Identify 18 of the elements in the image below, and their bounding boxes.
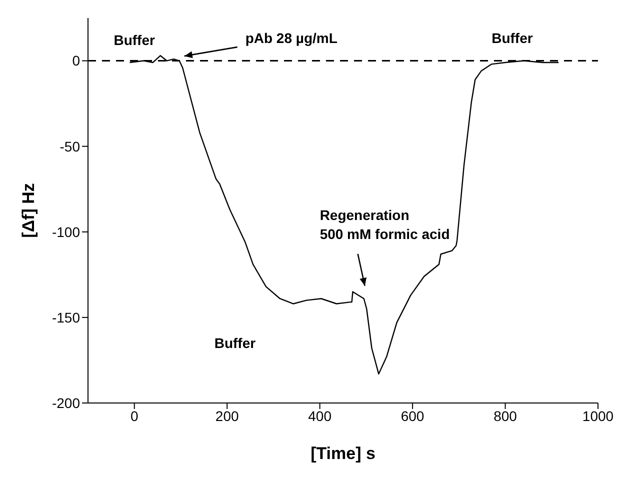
x-tick-label: 200 — [215, 408, 239, 424]
y-axis-title: [Δf] Hz — [19, 183, 38, 238]
y-tick-label: -100 — [52, 224, 80, 240]
y-tick-label: -150 — [52, 309, 80, 326]
annotation: Regeneration 500 mM formic acid — [320, 206, 450, 242]
y-tick-label: 0 — [72, 52, 80, 69]
y-tick-label: -200 — [52, 394, 80, 411]
annotation: pAb 28 µg/mL — [245, 30, 338, 46]
x-axis-title: [Time] s — [310, 444, 376, 463]
x-tick-label: 1000 — [582, 408, 614, 424]
annotation: Buffer — [114, 32, 156, 48]
x-tick-label: 400 — [308, 408, 332, 424]
y-tick-label: -50 — [60, 138, 80, 154]
x-tick-label: 0 — [130, 408, 138, 424]
x-tick-label: 600 — [400, 408, 424, 424]
annotation: Buffer — [214, 335, 256, 352]
x-tick-label: 800 — [494, 408, 518, 424]
annotation: Buffer — [492, 30, 534, 46]
